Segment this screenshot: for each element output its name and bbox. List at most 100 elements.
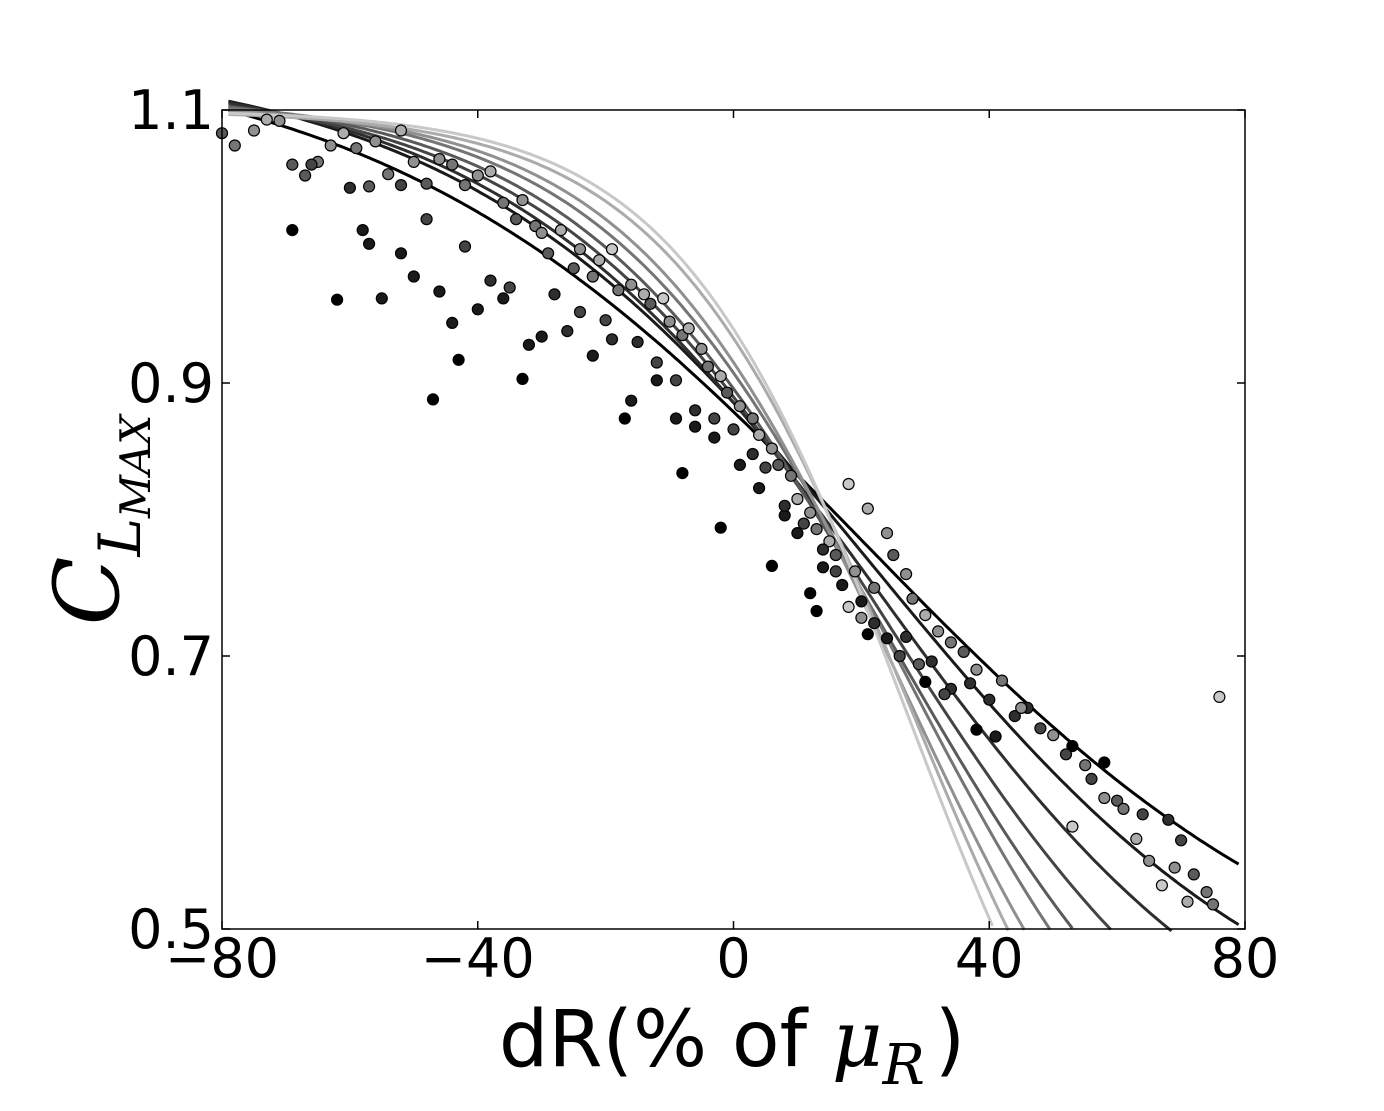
scatter-point — [433, 153, 446, 166]
x-tick-label: 0 — [716, 927, 750, 990]
scatter-point — [823, 535, 836, 548]
scatter-point — [836, 578, 849, 592]
scatter-point — [394, 124, 408, 137]
scatter-point — [631, 335, 644, 349]
scatter-point — [669, 374, 683, 387]
scatter-point — [810, 522, 823, 536]
scatter-point — [522, 338, 536, 351]
scatter-point — [855, 595, 868, 608]
scatter-point — [784, 469, 798, 482]
scatter-point — [586, 349, 599, 362]
scatter-point — [1168, 861, 1181, 874]
scatter-point — [1181, 895, 1194, 908]
fit-curve-7 — [228, 109, 1026, 931]
scatter-point — [363, 180, 376, 193]
scatter-point — [842, 600, 855, 614]
scatter-point — [573, 243, 587, 256]
scatter-point — [331, 293, 344, 306]
scatter-point — [644, 297, 657, 310]
scatter-point — [599, 314, 612, 327]
scatter-point — [605, 333, 619, 346]
x-tick-label: −40 — [421, 927, 535, 990]
scatter-point — [369, 135, 382, 148]
scatter-point — [810, 604, 823, 618]
scatter-point — [286, 158, 299, 171]
scatter-point — [420, 213, 433, 226]
scatter-point — [899, 567, 913, 581]
scatter-point — [260, 113, 273, 126]
x-axis-label-math: μ — [832, 995, 883, 1085]
scatter-point — [228, 139, 241, 152]
scatter-point — [1098, 756, 1111, 769]
scatter-point — [548, 288, 561, 301]
scatter-point — [688, 420, 702, 433]
scatter-point — [931, 625, 945, 638]
scatter-point — [433, 285, 446, 298]
scatter-point — [746, 447, 759, 461]
fit-curve-5 — [228, 105, 1074, 930]
scatter-point — [650, 374, 663, 387]
scatter-point — [407, 270, 420, 283]
scatter-point — [1162, 813, 1175, 826]
scatter-point — [688, 404, 702, 417]
scatter-point — [708, 431, 721, 444]
scatter-point — [324, 139, 337, 152]
y-axis-label-subsub: MAX — [111, 413, 160, 519]
scatter-point — [1034, 722, 1047, 735]
scatter-point — [893, 649, 906, 663]
scatter-point — [1047, 729, 1060, 742]
scatter-point — [791, 492, 804, 506]
scatter-point — [458, 179, 472, 192]
scatter-point — [356, 224, 369, 237]
scatter-point — [382, 168, 395, 181]
y-axis-label: CLMAX — [35, 413, 160, 626]
scatter-point — [247, 124, 261, 137]
scatter-point — [637, 288, 651, 301]
scatter-point — [625, 278, 638, 291]
scatter-point — [625, 394, 638, 407]
fit-curves — [227, 99, 1240, 933]
x-tick-label: 80 — [1211, 927, 1280, 990]
scatter-point — [720, 386, 734, 399]
scatter-point — [337, 127, 350, 140]
scatter-point — [363, 237, 376, 250]
fit-curve-3 — [228, 101, 1173, 933]
scatter-point — [714, 370, 727, 383]
scatter-point — [816, 561, 830, 574]
scatter-point — [1110, 794, 1124, 807]
scatter-point — [618, 412, 631, 425]
scatter-point — [273, 114, 286, 128]
scatter-point — [752, 482, 766, 495]
scatter-point — [714, 521, 727, 534]
scatter-point — [938, 688, 951, 701]
scatter-point — [516, 194, 529, 207]
scatter-point — [1206, 898, 1220, 911]
scatter-point — [842, 477, 855, 491]
scatter-point — [906, 592, 919, 605]
scatter-point — [804, 506, 817, 519]
x-tick-label: −80 — [165, 927, 279, 990]
scatter-point — [350, 142, 363, 155]
y-tick-label: 1.1 — [128, 79, 214, 142]
scatter-point — [880, 632, 894, 645]
scatter-point — [458, 240, 472, 253]
scatter-point — [752, 428, 766, 441]
scatter-point — [989, 730, 1002, 743]
scatter-point — [299, 169, 312, 182]
scatter-point — [797, 517, 810, 530]
scatter-point — [695, 342, 708, 355]
scatter-point — [912, 658, 926, 671]
scatter-point — [983, 693, 996, 706]
scatter-point — [669, 412, 683, 425]
scatter-point — [1174, 834, 1188, 847]
plot-area-border — [221, 109, 1246, 930]
x-axis-label-suffix: ) — [935, 995, 965, 1085]
scatter-point — [1213, 690, 1226, 704]
scatter-point — [554, 224, 568, 237]
scatter-point — [727, 423, 740, 436]
scatter-point — [394, 247, 408, 260]
scatter-point — [471, 303, 484, 316]
scatter-point — [1098, 791, 1111, 805]
scatter-point — [868, 581, 881, 594]
scatter-point — [701, 360, 715, 373]
